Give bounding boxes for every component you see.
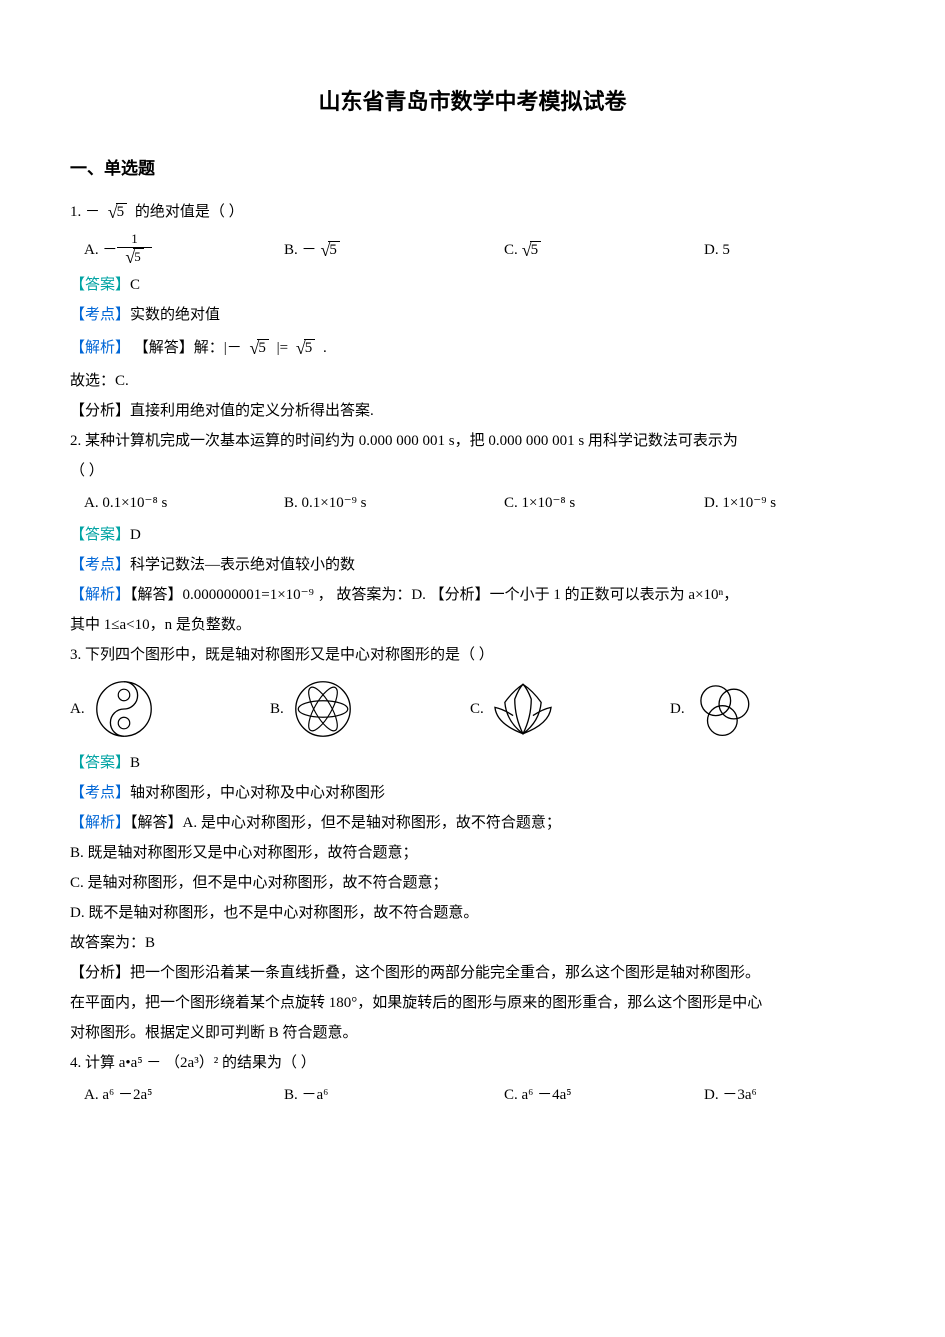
q4-opt-b: B. －a⁶ bbox=[284, 1080, 504, 1110]
q4-opt-d: D. －3a⁶ bbox=[704, 1080, 757, 1110]
q1-opt-b-label: B. － bbox=[284, 235, 317, 265]
sqrt5-icon: √5 bbox=[294, 330, 317, 366]
q2-stem2: （ ） bbox=[70, 456, 875, 486]
q3-jxA: 【解答】A. 是中心对称图形，但不是轴对称图形，故不符合题意； bbox=[130, 815, 561, 831]
q1-jx-post: . bbox=[323, 340, 327, 356]
q4-opt-a: A. a⁶ －2a⁵ bbox=[84, 1080, 284, 1110]
q4-stem: 4. 计算 a•a⁵ － （2a³）² 的结果为（ ） bbox=[70, 1048, 875, 1078]
q3-jiexi-a: 【解析】【解答】A. 是中心对称图形，但不是轴对称图形，故不符合题意； bbox=[70, 808, 875, 838]
q2-jx-val: 【解答】0.000000001=1×10⁻⁹ ， 故答案为：D. 【分析】一个小… bbox=[130, 587, 738, 603]
kaodian-label: 【考点】 bbox=[70, 557, 130, 573]
q4-options: A. a⁶ －2a⁵ B. －a⁶ C. a⁶ －4a⁵ D. －3a⁶ bbox=[84, 1080, 875, 1110]
q1-fenxi: 【分析】直接利用绝对值的定义分析得出答案. bbox=[70, 396, 875, 426]
yinyang-swirl-icon bbox=[91, 676, 157, 742]
q3-figures: A. B. C. D. bbox=[70, 676, 875, 742]
q3-fx3: 对称图形。根据定义即可判断 B 符合题意。 bbox=[70, 1018, 875, 1048]
q1-stem-post: 的绝对值是（ ） bbox=[135, 204, 244, 220]
q1-stem-pre: 1. － bbox=[70, 204, 104, 220]
q1-ans-val: C bbox=[130, 277, 140, 293]
q3-kd-val: 轴对称图形，中心对称及中心对称图形 bbox=[130, 785, 385, 801]
q3-b-label: B. bbox=[270, 694, 284, 724]
q3-c-label: C. bbox=[470, 694, 484, 724]
q3-stem: 3. 下列四个图形中，既是轴对称图形又是中心对称图形的是（ ） bbox=[70, 640, 875, 670]
q1-answer: 【答案】C bbox=[70, 270, 875, 300]
q1-kd-val: 实数的绝对值 bbox=[130, 307, 220, 323]
q3-fig-d: D. bbox=[670, 676, 870, 742]
q3-answer: 【答案】B bbox=[70, 748, 875, 778]
q2-opt-d: D. 1×10⁻⁹ s bbox=[704, 488, 776, 518]
q3-fx2: 在平面内，把一个图形绕着某个点旋转 180°，如果旋转后的图形与原来的图形重合，… bbox=[70, 988, 875, 1018]
q3-fig-c: C. bbox=[470, 676, 670, 742]
q3-d-label: D. bbox=[670, 694, 685, 724]
q2-kaodian: 【考点】科学记数法—表示绝对值较小的数 bbox=[70, 550, 875, 580]
q3-fig-b: B. bbox=[270, 676, 470, 742]
sqrt5-icon: √5 bbox=[248, 330, 271, 366]
q2-ans-val: D bbox=[130, 527, 141, 543]
q3-jiexi-c: C. 是轴对称图形，但不是中心对称图形，故不符合题意； bbox=[70, 868, 875, 898]
q2-options: A. 0.1×10⁻⁸ s B. 0.1×10⁻⁹ s C. 1×10⁻⁸ s … bbox=[84, 488, 875, 518]
page-title: 山东省青岛市数学中考模拟试卷 bbox=[70, 80, 875, 124]
q1-opt-a-label: A. － bbox=[84, 235, 117, 265]
section-header: 一、单选题 bbox=[70, 152, 875, 186]
q1-opt-c: C. √5 bbox=[504, 232, 704, 268]
kaodian-label: 【考点】 bbox=[70, 785, 130, 801]
q1-kaodian: 【考点】实数的绝对值 bbox=[70, 300, 875, 330]
answer-label: 【答案】 bbox=[70, 277, 130, 293]
q3-kaodian: 【考点】轴对称图形，中心对称及中心对称图形 bbox=[70, 778, 875, 808]
q2-answer: 【答案】D bbox=[70, 520, 875, 550]
q2-kd-val: 科学记数法—表示绝对值较小的数 bbox=[130, 557, 355, 573]
jiexi-label: 【解析】 bbox=[70, 587, 130, 603]
q2-jiexi2: 其中 1≤a<10，n 是负整数。 bbox=[70, 610, 875, 640]
sqrt5-icon: √5 bbox=[319, 232, 342, 268]
q2-stem1: 2. 某种计算机完成一次基本运算的时间约为 0.000 000 001 s，把 … bbox=[70, 426, 875, 456]
jiexi-label: 【解析】 bbox=[70, 340, 130, 356]
flower-six-petal-icon bbox=[290, 676, 356, 742]
three-circles-icon bbox=[691, 676, 757, 742]
q2-opt-c: C. 1×10⁻⁸ s bbox=[504, 488, 704, 518]
q3-gx: 故答案为：B bbox=[70, 928, 875, 958]
q3-jiexi-b: B. 既是轴对称图形又是中心对称图形，故符合题意； bbox=[70, 838, 875, 868]
frac-icon: 1 √5 bbox=[117, 232, 151, 267]
lotus-three-petal-icon bbox=[490, 676, 556, 742]
q3-jiexi-d: D. 既不是轴对称图形，也不是中心对称图形，故不符合题意。 bbox=[70, 898, 875, 928]
q1-opt-c-label: C. bbox=[504, 235, 518, 265]
q1-jx-mid: |= bbox=[277, 340, 292, 356]
q1-jiexi: 【解析】 【解答】解：|－ √5 |= √5 . bbox=[70, 330, 875, 366]
answer-label: 【答案】 bbox=[70, 527, 130, 543]
kaodian-label: 【考点】 bbox=[70, 307, 130, 323]
q1-options: A. － 1 √5 B. － √5 C. √5 D. 5 bbox=[84, 232, 875, 268]
q3-fig-a: A. bbox=[70, 676, 270, 742]
q1-jx-pre: 【解答】解：|－ bbox=[134, 340, 246, 356]
q1-stem: 1. － √5 的绝对值是（ ） bbox=[70, 194, 875, 230]
sqrt5-icon: √5 bbox=[520, 232, 543, 268]
q1-opt-a: A. － 1 √5 bbox=[84, 232, 284, 267]
q3-a-label: A. bbox=[70, 694, 85, 724]
q4-opt-c: C. a⁶ －4a⁵ bbox=[504, 1080, 704, 1110]
q3-fx1: 【分析】把一个图形沿着某一条直线折叠，这个图形的两部分能完全重合，那么这个图形是… bbox=[70, 958, 875, 988]
q1-opt-b: B. － √5 bbox=[284, 232, 504, 268]
q1-guxuan: 故选：C. bbox=[70, 366, 875, 396]
q2-jiexi: 【解析】【解答】0.000000001=1×10⁻⁹ ， 故答案为：D. 【分析… bbox=[70, 580, 875, 610]
answer-label: 【答案】 bbox=[70, 755, 130, 771]
q2-opt-b: B. 0.1×10⁻⁹ s bbox=[284, 488, 504, 518]
q2-opt-a: A. 0.1×10⁻⁸ s bbox=[84, 488, 284, 518]
jiexi-label: 【解析】 bbox=[70, 815, 130, 831]
sqrt5-icon: √5 bbox=[106, 194, 129, 230]
q1-opt-d: D. 5 bbox=[704, 235, 730, 265]
q3-ans-val: B bbox=[130, 755, 140, 771]
